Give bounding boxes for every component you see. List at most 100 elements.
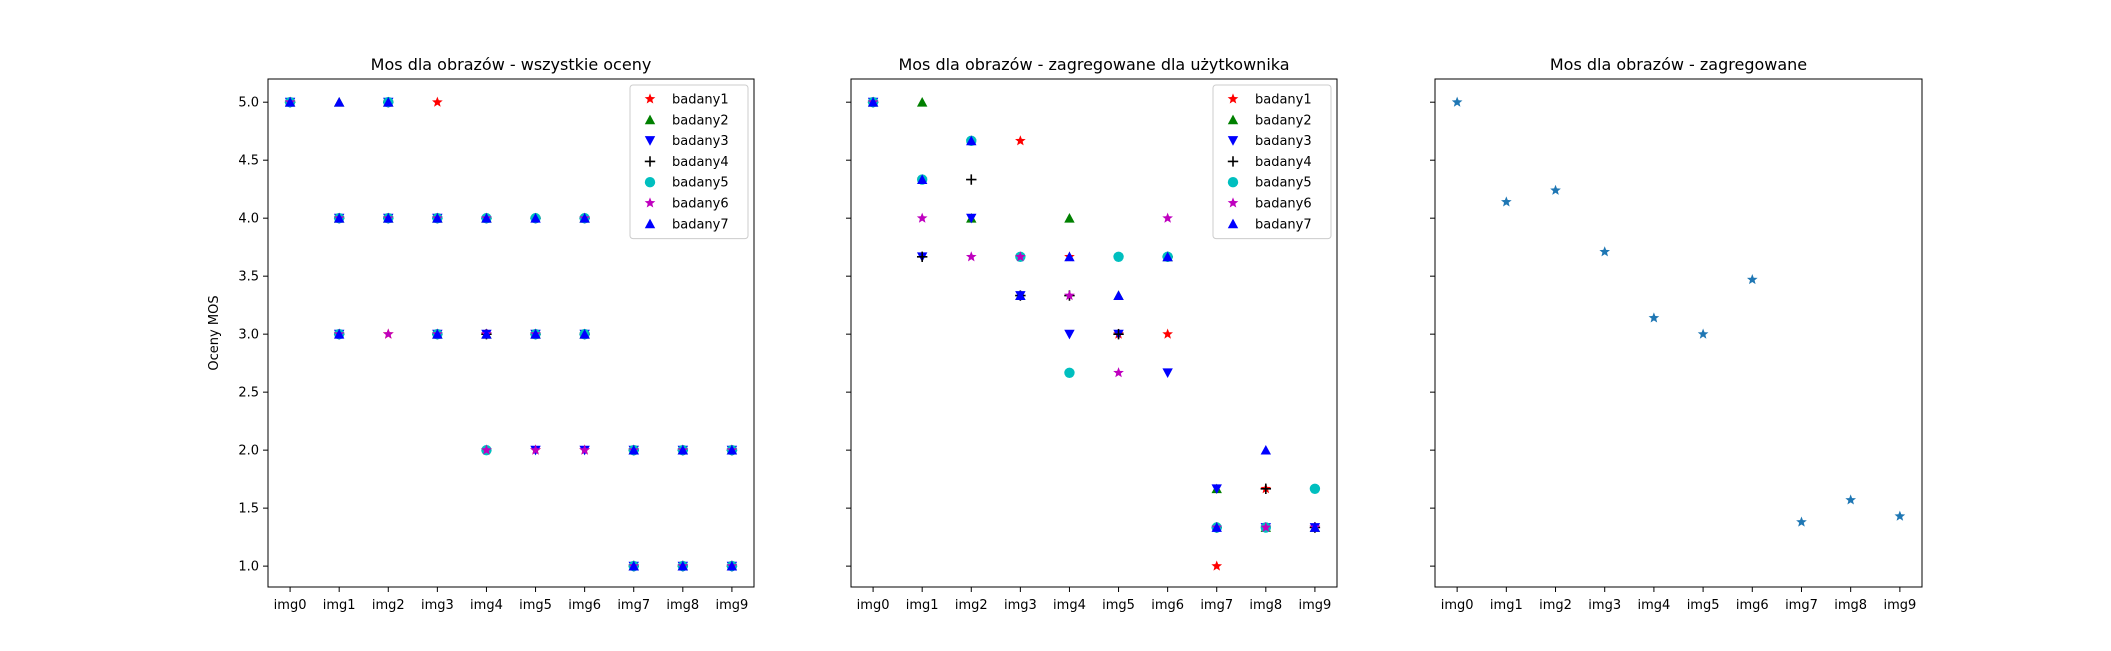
x-tick-label: img4 xyxy=(1053,598,1086,613)
data-point xyxy=(1113,328,1124,340)
x-tick-label: img1 xyxy=(323,598,356,613)
y-axis-label: Oceny MOS xyxy=(207,295,222,370)
legend-marker xyxy=(644,136,656,146)
data-point xyxy=(432,212,443,223)
data-point xyxy=(432,328,443,339)
data-point xyxy=(1648,312,1660,323)
data-point xyxy=(579,444,590,455)
legend-marker xyxy=(1227,156,1239,167)
legend-frame xyxy=(629,84,749,240)
data-point xyxy=(726,444,738,455)
data-point xyxy=(1162,251,1173,262)
legend-label: badany1 xyxy=(1255,93,1312,108)
legend-marker xyxy=(1227,93,1239,104)
legend-label: badany5 xyxy=(1255,176,1312,191)
data-point xyxy=(382,328,394,339)
y-tick-label: 1.5 xyxy=(238,502,259,517)
y-tick-label: 2.5 xyxy=(238,386,259,401)
data-point xyxy=(1015,135,1026,146)
data-point xyxy=(916,174,928,184)
chart-title: Mos dla obrazów - wszystkie oceny xyxy=(371,55,652,74)
x-tick-label: img5 xyxy=(519,598,552,613)
data-point xyxy=(1064,251,1075,262)
x-tick-label: img9 xyxy=(1299,598,1332,613)
data-point xyxy=(1501,196,1512,207)
x-tick-label: img3 xyxy=(1004,598,1037,613)
legend-marker xyxy=(1227,114,1239,125)
data-point xyxy=(1260,483,1272,494)
legend-label: badany2 xyxy=(672,113,729,128)
legend-frame xyxy=(1212,84,1332,240)
data-point xyxy=(867,96,879,107)
x-tick-label: img0 xyxy=(274,598,307,613)
chart-panel-aggregated-per-user: Mos dla obrazów - zagregowane dla użytko… xyxy=(846,55,1338,613)
y-tick-label: 1.0 xyxy=(238,560,259,575)
x-tick-label: img5 xyxy=(1687,598,1720,613)
data-point xyxy=(383,212,394,223)
chart-title: Mos dla obrazów - zagregowane dla użytko… xyxy=(898,55,1289,74)
data-point xyxy=(965,251,977,262)
y-tick-label: 2.0 xyxy=(238,444,259,459)
x-tick-label: img8 xyxy=(1249,598,1282,613)
legend-label: badany2 xyxy=(1255,113,1312,128)
y-tick-label: 3.0 xyxy=(238,328,259,343)
legend: badany1 badany2 badany3 badany4 badany5 badan… xyxy=(1212,84,1332,240)
data-point xyxy=(1064,289,1075,301)
data-point xyxy=(530,444,541,455)
data-point xyxy=(1796,516,1807,527)
y-tick-label: 4.5 xyxy=(238,154,259,169)
x-tick-label: img7 xyxy=(617,598,650,613)
data-point xyxy=(966,135,977,146)
legend-marker xyxy=(644,218,656,229)
data-point xyxy=(1211,560,1223,571)
data-point xyxy=(916,251,928,262)
data-point xyxy=(1309,483,1321,494)
data-point xyxy=(333,328,345,339)
x-tick-label: img7 xyxy=(1200,598,1233,613)
data-point xyxy=(284,96,296,107)
data-point xyxy=(383,96,394,107)
x-tick-label: img0 xyxy=(857,598,890,613)
x-tick-label: img6 xyxy=(1736,598,1769,613)
legend-label: badany6 xyxy=(672,197,729,212)
data-point xyxy=(481,212,492,223)
data-point xyxy=(1309,522,1321,532)
legend-marker xyxy=(644,197,656,208)
legend-label: badany1 xyxy=(672,93,729,108)
plot-area-frame xyxy=(267,78,755,588)
legend-label: badany6 xyxy=(1255,197,1312,212)
chart-panel-all-ratings: Mos dla obrazów - wszystkie oceny Oceny … xyxy=(207,55,755,613)
x-tick-label: img0 xyxy=(1441,598,1474,613)
data-point xyxy=(1550,184,1561,195)
y-tick-label: 4.0 xyxy=(238,212,259,227)
x-tick-label: img1 xyxy=(1490,598,1523,613)
data-point xyxy=(628,444,639,455)
x-tick-label: img6 xyxy=(568,598,601,613)
legend-label: badany3 xyxy=(672,134,729,149)
data-point xyxy=(677,444,689,455)
legend-label: badany7 xyxy=(1255,217,1312,232)
x-tick-label: img9 xyxy=(716,598,749,613)
data-point xyxy=(530,328,541,339)
plot-area-frame xyxy=(1434,78,1923,588)
data-point xyxy=(1697,328,1709,339)
data-point xyxy=(726,560,738,571)
x-tick-label: img9 xyxy=(1883,598,1916,613)
data-point xyxy=(1113,290,1124,300)
data-point xyxy=(966,213,977,224)
data-point xyxy=(1894,510,1906,521)
data-point xyxy=(1162,212,1173,223)
data-point xyxy=(481,444,492,455)
legend-marker xyxy=(644,177,656,188)
data-point xyxy=(432,96,443,107)
data-point xyxy=(1162,368,1173,378)
data-point xyxy=(1211,484,1222,494)
data-point xyxy=(579,212,590,223)
data-point xyxy=(481,328,492,339)
legend-marker xyxy=(1227,197,1239,208)
data-point xyxy=(579,328,590,339)
data-point xyxy=(1015,290,1026,300)
x-tick-label: img7 xyxy=(1785,598,1818,613)
